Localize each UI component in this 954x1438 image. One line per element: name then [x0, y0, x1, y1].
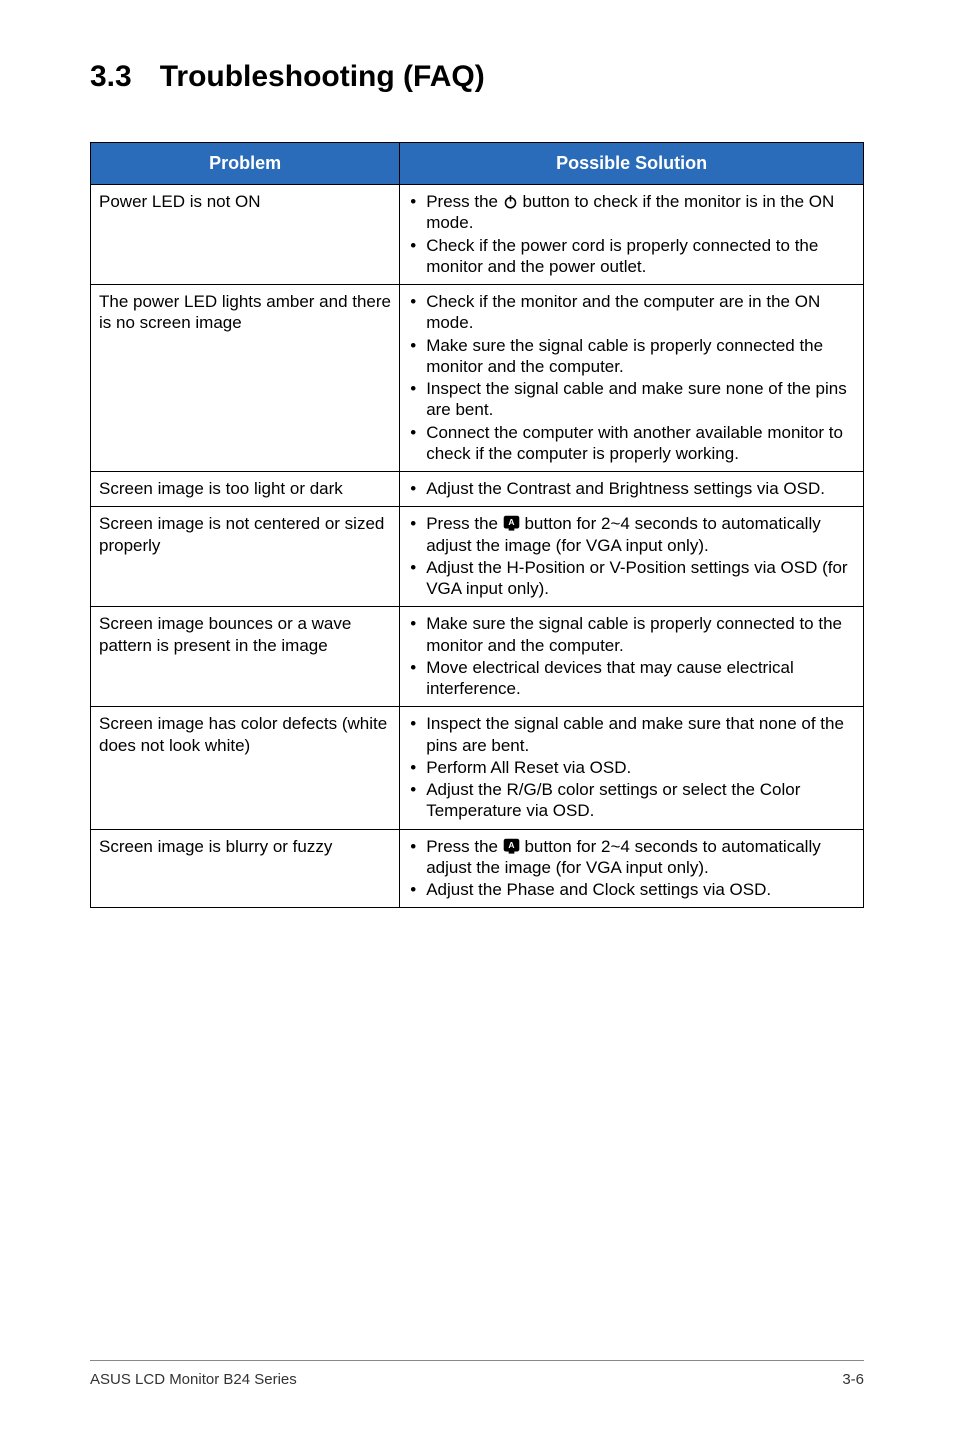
table-row: The power LED lights amber and there is …: [91, 285, 864, 472]
solution-list: Press the button to check if the monitor…: [408, 191, 855, 277]
problem-cell: Screen image bounces or a wave pattern i…: [91, 607, 400, 707]
problem-cell: Screen image has color defects (white do…: [91, 707, 400, 829]
solution-cell: Make sure the signal cable is properly c…: [400, 607, 864, 707]
solution-item: Press the button to check if the monitor…: [408, 191, 855, 234]
solution-item: Connect the computer with another availa…: [408, 422, 855, 465]
svg-text:A: A: [508, 517, 514, 527]
solution-item: Adjust the H-Position or V-Position sett…: [408, 557, 855, 600]
solution-cell: Press the A button for 2~4 seconds to au…: [400, 507, 864, 607]
auto-icon: A: [503, 515, 520, 532]
solution-list: Press the A button for 2~4 seconds to au…: [408, 836, 855, 901]
solution-cell: Inspect the signal cable and make sure t…: [400, 707, 864, 829]
solution-list: Make sure the signal cable is properly c…: [408, 613, 855, 699]
problem-cell: Screen image is not centered or sized pr…: [91, 507, 400, 607]
solution-item: Press the A button for 2~4 seconds to au…: [408, 836, 855, 879]
solution-list: Inspect the signal cable and make sure t…: [408, 713, 855, 821]
page-footer: ASUS LCD Monitor B24 Series 3-6: [90, 1360, 864, 1388]
header-problem: Problem: [91, 143, 400, 185]
solution-list: Check if the monitor and the computer ar…: [408, 291, 855, 464]
page-title: 3.3 Troubleshooting (FAQ): [90, 60, 864, 94]
footer-right: 3-6: [842, 1371, 864, 1388]
solution-cell: Press the A button for 2~4 seconds to au…: [400, 829, 864, 908]
auto-icon: A: [503, 838, 520, 855]
solution-item: Check if the power cord is properly conn…: [408, 235, 855, 278]
table-row: Screen image bounces or a wave pattern i…: [91, 607, 864, 707]
problem-cell: The power LED lights amber and there is …: [91, 285, 400, 472]
solution-item: Perform All Reset via OSD.: [408, 757, 855, 778]
table-row: Screen image is blurry or fuzzyPress the…: [91, 829, 864, 908]
table-row: Screen image is not centered or sized pr…: [91, 507, 864, 607]
table-row: Screen image is too light or dark Adjust …: [91, 472, 864, 507]
faq-table: Problem Possible Solution Power LED is n…: [90, 142, 864, 908]
power-icon: [503, 194, 518, 209]
table-row: Power LED is not ONPress the button to c…: [91, 185, 864, 285]
solution-cell: Adjust the Contrast and Brightness setti…: [400, 472, 864, 507]
solution-item: Press the A button for 2~4 seconds to au…: [408, 513, 855, 556]
solution-item: Make sure the signal cable is properly c…: [408, 613, 855, 656]
table-row: Screen image has color defects (white do…: [91, 707, 864, 829]
solution-cell: Check if the monitor and the computer ar…: [400, 285, 864, 472]
problem-cell: Power LED is not ON: [91, 185, 400, 285]
solution-item: Adjust the R/G/B color settings or selec…: [408, 779, 855, 822]
problem-cell: Screen image is blurry or fuzzy: [91, 829, 400, 908]
section-number: 3.3: [90, 60, 132, 94]
solution-item: Check if the monitor and the computer ar…: [408, 291, 855, 334]
solution-item: Make sure the signal cable is properly c…: [408, 335, 855, 378]
solution-cell: Press the button to check if the monitor…: [400, 185, 864, 285]
solution-text-pre: Press the: [426, 837, 503, 856]
solution-item: Inspect the signal cable and make sure n…: [408, 378, 855, 421]
solution-list: Adjust the Contrast and Brightness setti…: [408, 478, 855, 499]
solution-item: Inspect the signal cable and make sure t…: [408, 713, 855, 756]
solution-text-pre: Press the: [426, 514, 503, 533]
header-solution: Possible Solution: [400, 143, 864, 185]
svg-text:A: A: [508, 839, 514, 849]
solution-item: Move electrical devices that may cause e…: [408, 657, 855, 700]
solution-list: Press the A button for 2~4 seconds to au…: [408, 513, 855, 599]
table-header-row: Problem Possible Solution: [91, 143, 864, 185]
footer-left: ASUS LCD Monitor B24 Series: [90, 1371, 297, 1388]
solution-item: Adjust the Phase and Clock settings via …: [408, 879, 855, 900]
section-title-text: Troubleshooting (FAQ): [160, 60, 485, 93]
problem-cell: Screen image is too light or dark: [91, 472, 400, 507]
solution-item: Adjust the Contrast and Brightness setti…: [408, 478, 855, 499]
solution-text-pre: Press the: [426, 192, 503, 211]
